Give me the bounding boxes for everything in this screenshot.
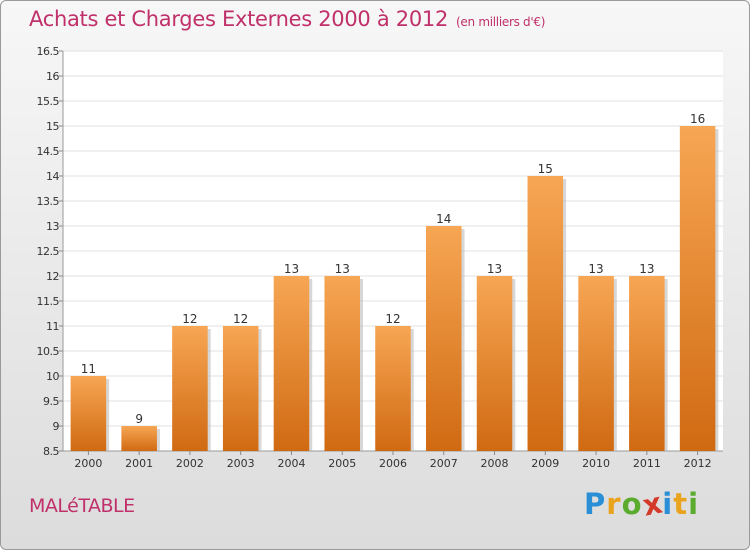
- y-tick-label: 14: [46, 170, 59, 183]
- chart-title-text: Achats et Charges Externes 2000 à 2012: [29, 7, 449, 31]
- proxiti-logo: Proxiti: [584, 485, 700, 522]
- x-tick-label: 2010: [582, 457, 610, 470]
- x-tick-label: 2002: [176, 457, 204, 470]
- bar-data-label: 13: [639, 262, 654, 276]
- y-tick-label: 15.5: [37, 95, 60, 108]
- bar: [476, 276, 513, 451]
- y-tick-label: 14.5: [37, 145, 60, 158]
- x-tick-label: 2001: [125, 457, 153, 470]
- bar: [375, 326, 411, 451]
- bar-data-label: 9: [135, 412, 143, 426]
- y-tick-label: 9.5: [43, 395, 59, 408]
- y-tick-label: 13: [46, 220, 59, 233]
- bar-data-label: 13: [284, 262, 299, 276]
- y-tick-label: 8.5: [43, 445, 59, 458]
- y-tick-label: 15: [46, 120, 59, 133]
- commune-name: MALéTABLE: [29, 495, 135, 517]
- logo-letter: i: [688, 487, 700, 521]
- x-tick-label: 2005: [328, 457, 356, 470]
- x-tick-label: 2004: [277, 457, 305, 470]
- logo-letter: i: [662, 487, 674, 521]
- y-tick-label: 12: [46, 270, 59, 283]
- y-tick-label: 10: [46, 370, 59, 383]
- y-tick-label: 12.5: [37, 245, 60, 258]
- x-tick-label: 2003: [227, 457, 255, 470]
- x-tick-label: 2012: [684, 457, 712, 470]
- logo-letter: r: [606, 487, 622, 521]
- bar-data-label: 13: [487, 262, 502, 276]
- y-tick-label: 11: [46, 320, 59, 333]
- logo-letter: t: [673, 487, 689, 521]
- bar-data-label: 15: [538, 162, 553, 176]
- chart-unit-note: (en milliers d'€): [456, 15, 546, 29]
- x-tick-label: 2000: [74, 457, 102, 470]
- bar: [629, 276, 665, 451]
- bar-data-label: 12: [233, 312, 248, 326]
- x-tick-label: 2008: [481, 457, 509, 470]
- bar: [578, 276, 614, 451]
- bar-data-label: 12: [182, 312, 197, 326]
- bar: [273, 276, 310, 451]
- y-tick-label: 10.5: [37, 345, 60, 358]
- x-tick-label: 2006: [379, 457, 407, 470]
- chart-title: Achats et Charges Externes 2000 à 2012 (e…: [29, 7, 545, 31]
- y-tick-label: 11.5: [37, 295, 60, 308]
- y-tick-label: 9: [53, 420, 60, 433]
- x-tick-label: 2007: [430, 457, 458, 470]
- bar: [527, 176, 564, 451]
- bar: [70, 376, 107, 451]
- y-tick-label: 16.5: [37, 45, 60, 58]
- bar-data-label: 13: [335, 262, 350, 276]
- bar: [172, 326, 208, 451]
- y-tick-label: 16: [46, 70, 59, 83]
- bar-data-label: 13: [588, 262, 603, 276]
- bar: [324, 276, 360, 451]
- x-tick-label: 2011: [633, 457, 661, 470]
- bar-data-label: 16: [690, 112, 705, 126]
- bar-data-label: 11: [81, 362, 96, 376]
- bar: [679, 126, 716, 451]
- bar: [121, 426, 157, 451]
- bar-data-label: 12: [385, 312, 400, 326]
- bar-data-label: 14: [436, 212, 451, 226]
- bar: [222, 326, 259, 451]
- y-tick-label: 13.5: [37, 195, 60, 208]
- logo-letter: P: [584, 487, 607, 521]
- x-tick-label: 2009: [531, 457, 559, 470]
- bar: [426, 226, 462, 451]
- logo-letter: o: [621, 487, 643, 521]
